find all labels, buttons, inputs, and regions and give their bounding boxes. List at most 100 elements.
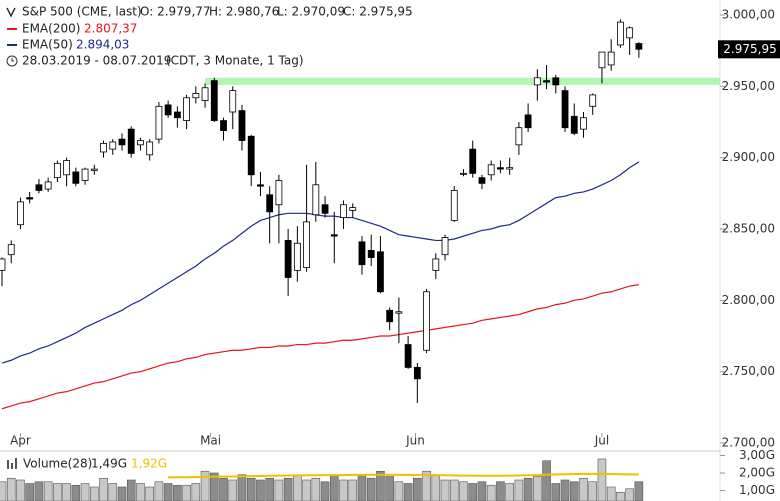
volume-bar xyxy=(634,481,644,501)
volume-bar xyxy=(348,479,358,501)
date-range: 28.03.2019 - 08.07.2019 xyxy=(22,54,171,68)
candle-body xyxy=(210,80,218,121)
candle-body xyxy=(192,93,200,99)
candle-body xyxy=(561,90,569,129)
volume-bar xyxy=(440,479,450,501)
candle-body xyxy=(173,111,181,119)
candle-body xyxy=(404,344,412,368)
volume-bar xyxy=(569,481,579,501)
volume-bar xyxy=(542,460,551,501)
legend-value: 2.807,37 xyxy=(84,22,137,36)
x-tick-label: Jul xyxy=(594,434,609,448)
volume-icon xyxy=(7,460,9,469)
candle-body xyxy=(44,181,52,190)
volume-bar xyxy=(154,481,164,501)
volume-bar xyxy=(329,474,339,501)
volume-bar xyxy=(209,472,219,501)
volume-average xyxy=(168,472,639,479)
candle-body xyxy=(377,251,384,293)
candle-body xyxy=(257,184,264,187)
legend: S&P 500 (CME, last) O: 2.979,77 H: 2.980… xyxy=(6,5,413,471)
volume-bar xyxy=(246,477,256,501)
volume-bar xyxy=(616,491,625,501)
candle-body xyxy=(515,127,523,146)
ema-line xyxy=(1,161,640,364)
clock-icon xyxy=(11,58,14,62)
y-tick-label: 2.900,00 xyxy=(722,150,775,164)
candle-body xyxy=(506,167,514,170)
y-tick-label: 2.800,00 xyxy=(722,293,775,307)
legend-value: 2.894,03 xyxy=(76,38,129,52)
period: (CDT, 3 Monate, 1 Tag) xyxy=(166,54,304,68)
candle-body xyxy=(487,164,495,176)
volume-bar xyxy=(228,479,238,501)
y-tick-label: 2.950,00 xyxy=(722,79,775,93)
volume-bar xyxy=(551,483,561,501)
volume-label: Volume(28) xyxy=(23,457,92,471)
candle-body xyxy=(589,94,597,107)
candle-body xyxy=(247,135,255,176)
volume-bar xyxy=(293,474,302,501)
candle-body xyxy=(100,142,107,153)
volume-bar xyxy=(173,484,182,501)
volume-bar xyxy=(339,479,348,501)
volume-bar xyxy=(394,481,404,501)
candle-body xyxy=(26,197,34,200)
candle-body xyxy=(432,258,440,271)
volume-bar xyxy=(145,486,154,501)
candle-body xyxy=(201,87,209,102)
last-price-tag xyxy=(718,40,780,59)
volume-bar xyxy=(385,476,394,501)
volume-tick-label: 3,00G xyxy=(739,448,775,462)
volume-bar xyxy=(505,483,514,501)
y-tick-label: 2.750,00 xyxy=(722,364,775,378)
ohlc-high: H: 2.980,76 xyxy=(209,5,279,19)
x-tick-label: Mai xyxy=(200,434,221,448)
candle-body xyxy=(0,258,6,271)
volume-bar xyxy=(449,479,459,501)
candle-body xyxy=(284,240,292,278)
candle-body xyxy=(183,97,191,121)
volume-bar xyxy=(16,479,25,501)
volume-bar xyxy=(191,483,201,501)
candle-body xyxy=(349,207,357,211)
candle-body xyxy=(17,201,24,226)
volume-bar xyxy=(357,474,367,501)
volume-bar xyxy=(376,470,385,501)
candle-body xyxy=(72,171,80,184)
candle-body xyxy=(330,234,338,237)
volume-bar xyxy=(579,477,588,501)
candle-body xyxy=(340,204,347,218)
volume-tick-label: 1,00G xyxy=(739,483,775,497)
candle-body xyxy=(626,27,634,39)
candle-body xyxy=(469,148,477,174)
volume-bar xyxy=(496,481,505,501)
volume-bar xyxy=(486,484,496,501)
volume-bar xyxy=(560,479,570,501)
volume-bar xyxy=(422,470,431,501)
candle-body xyxy=(617,21,624,46)
ohlc-low: L: 2.970,09 xyxy=(277,5,345,19)
volume-bar xyxy=(34,481,44,501)
volume-bar xyxy=(80,483,90,501)
volume-bar xyxy=(136,483,145,501)
volume-bar xyxy=(43,481,53,501)
volume-bar xyxy=(403,483,413,501)
candle-body xyxy=(293,242,301,271)
volume-bar xyxy=(597,458,607,501)
candle-body xyxy=(275,180,283,206)
candle-body xyxy=(321,204,329,214)
collapse-icon[interactable] xyxy=(6,7,16,18)
candle-body xyxy=(127,128,135,154)
ema-line xyxy=(1,284,639,410)
candle-body xyxy=(367,249,375,258)
candle-body xyxy=(7,244,15,256)
volume-tick-label: 2,00G xyxy=(739,466,775,480)
volume-icon xyxy=(11,463,13,469)
volume-bar xyxy=(62,483,71,501)
volume-icon xyxy=(15,458,17,469)
candle-body xyxy=(303,221,310,268)
volume-bar xyxy=(256,479,265,501)
legend-label: EMA(50) xyxy=(22,38,73,52)
volume-value: 1,49G xyxy=(91,457,127,471)
